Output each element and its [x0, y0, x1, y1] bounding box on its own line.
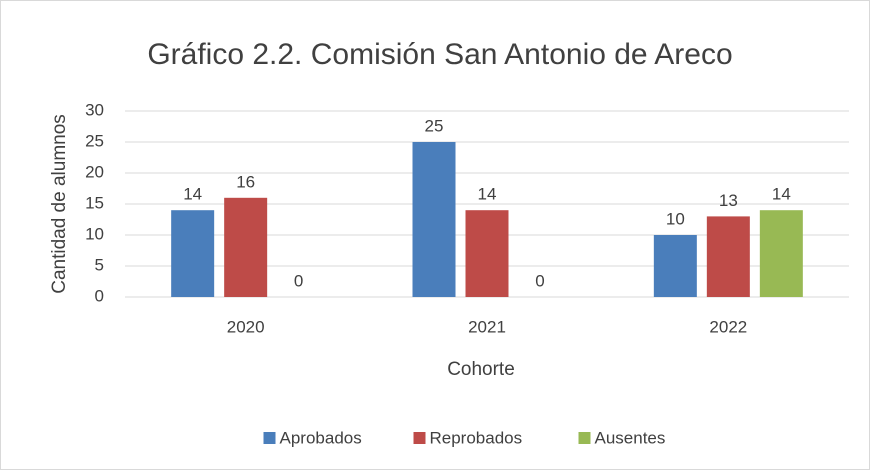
bar	[465, 210, 509, 297]
legend-swatch	[413, 432, 426, 444]
value-label: 14	[772, 185, 791, 204]
bar	[171, 210, 215, 297]
y-tick-label: 20	[85, 162, 104, 181]
y-tick-label: 0	[95, 286, 104, 305]
y-tick-label: 25	[85, 131, 104, 150]
x-tick-label: 2020	[227, 317, 265, 336]
bar	[412, 142, 456, 297]
bar	[759, 210, 803, 297]
bar	[706, 216, 750, 297]
y-axis-label: Cantidad de alumnos	[49, 114, 70, 294]
value-label: 14	[183, 185, 202, 204]
y-tick-label: 5	[95, 255, 104, 274]
value-label: 13	[719, 191, 738, 210]
value-label: 25	[425, 116, 444, 135]
x-axis-label: Cohorte	[447, 359, 515, 380]
y-tick-label: 30	[85, 100, 104, 119]
legend-label: Aprobados	[280, 428, 362, 447]
x-tick-label: 2021	[468, 317, 506, 336]
legend-swatch	[578, 432, 591, 444]
y-tick-label: 10	[85, 224, 104, 243]
value-label: 14	[478, 185, 497, 204]
value-label: 0	[535, 271, 544, 290]
value-label: 10	[666, 209, 685, 228]
value-label: 16	[236, 172, 255, 191]
chart-title: Gráfico 2.2. Comisión San Antonio de Are…	[147, 38, 732, 71]
value-label: 0	[294, 271, 303, 290]
legend-label: Reprobados	[430, 428, 523, 447]
bar	[653, 235, 697, 297]
x-tick-label: 2022	[709, 317, 747, 336]
legend-label: Ausentes	[595, 428, 666, 447]
legend-swatch	[263, 432, 276, 444]
bar	[224, 197, 268, 297]
y-tick-label: 15	[85, 193, 104, 212]
